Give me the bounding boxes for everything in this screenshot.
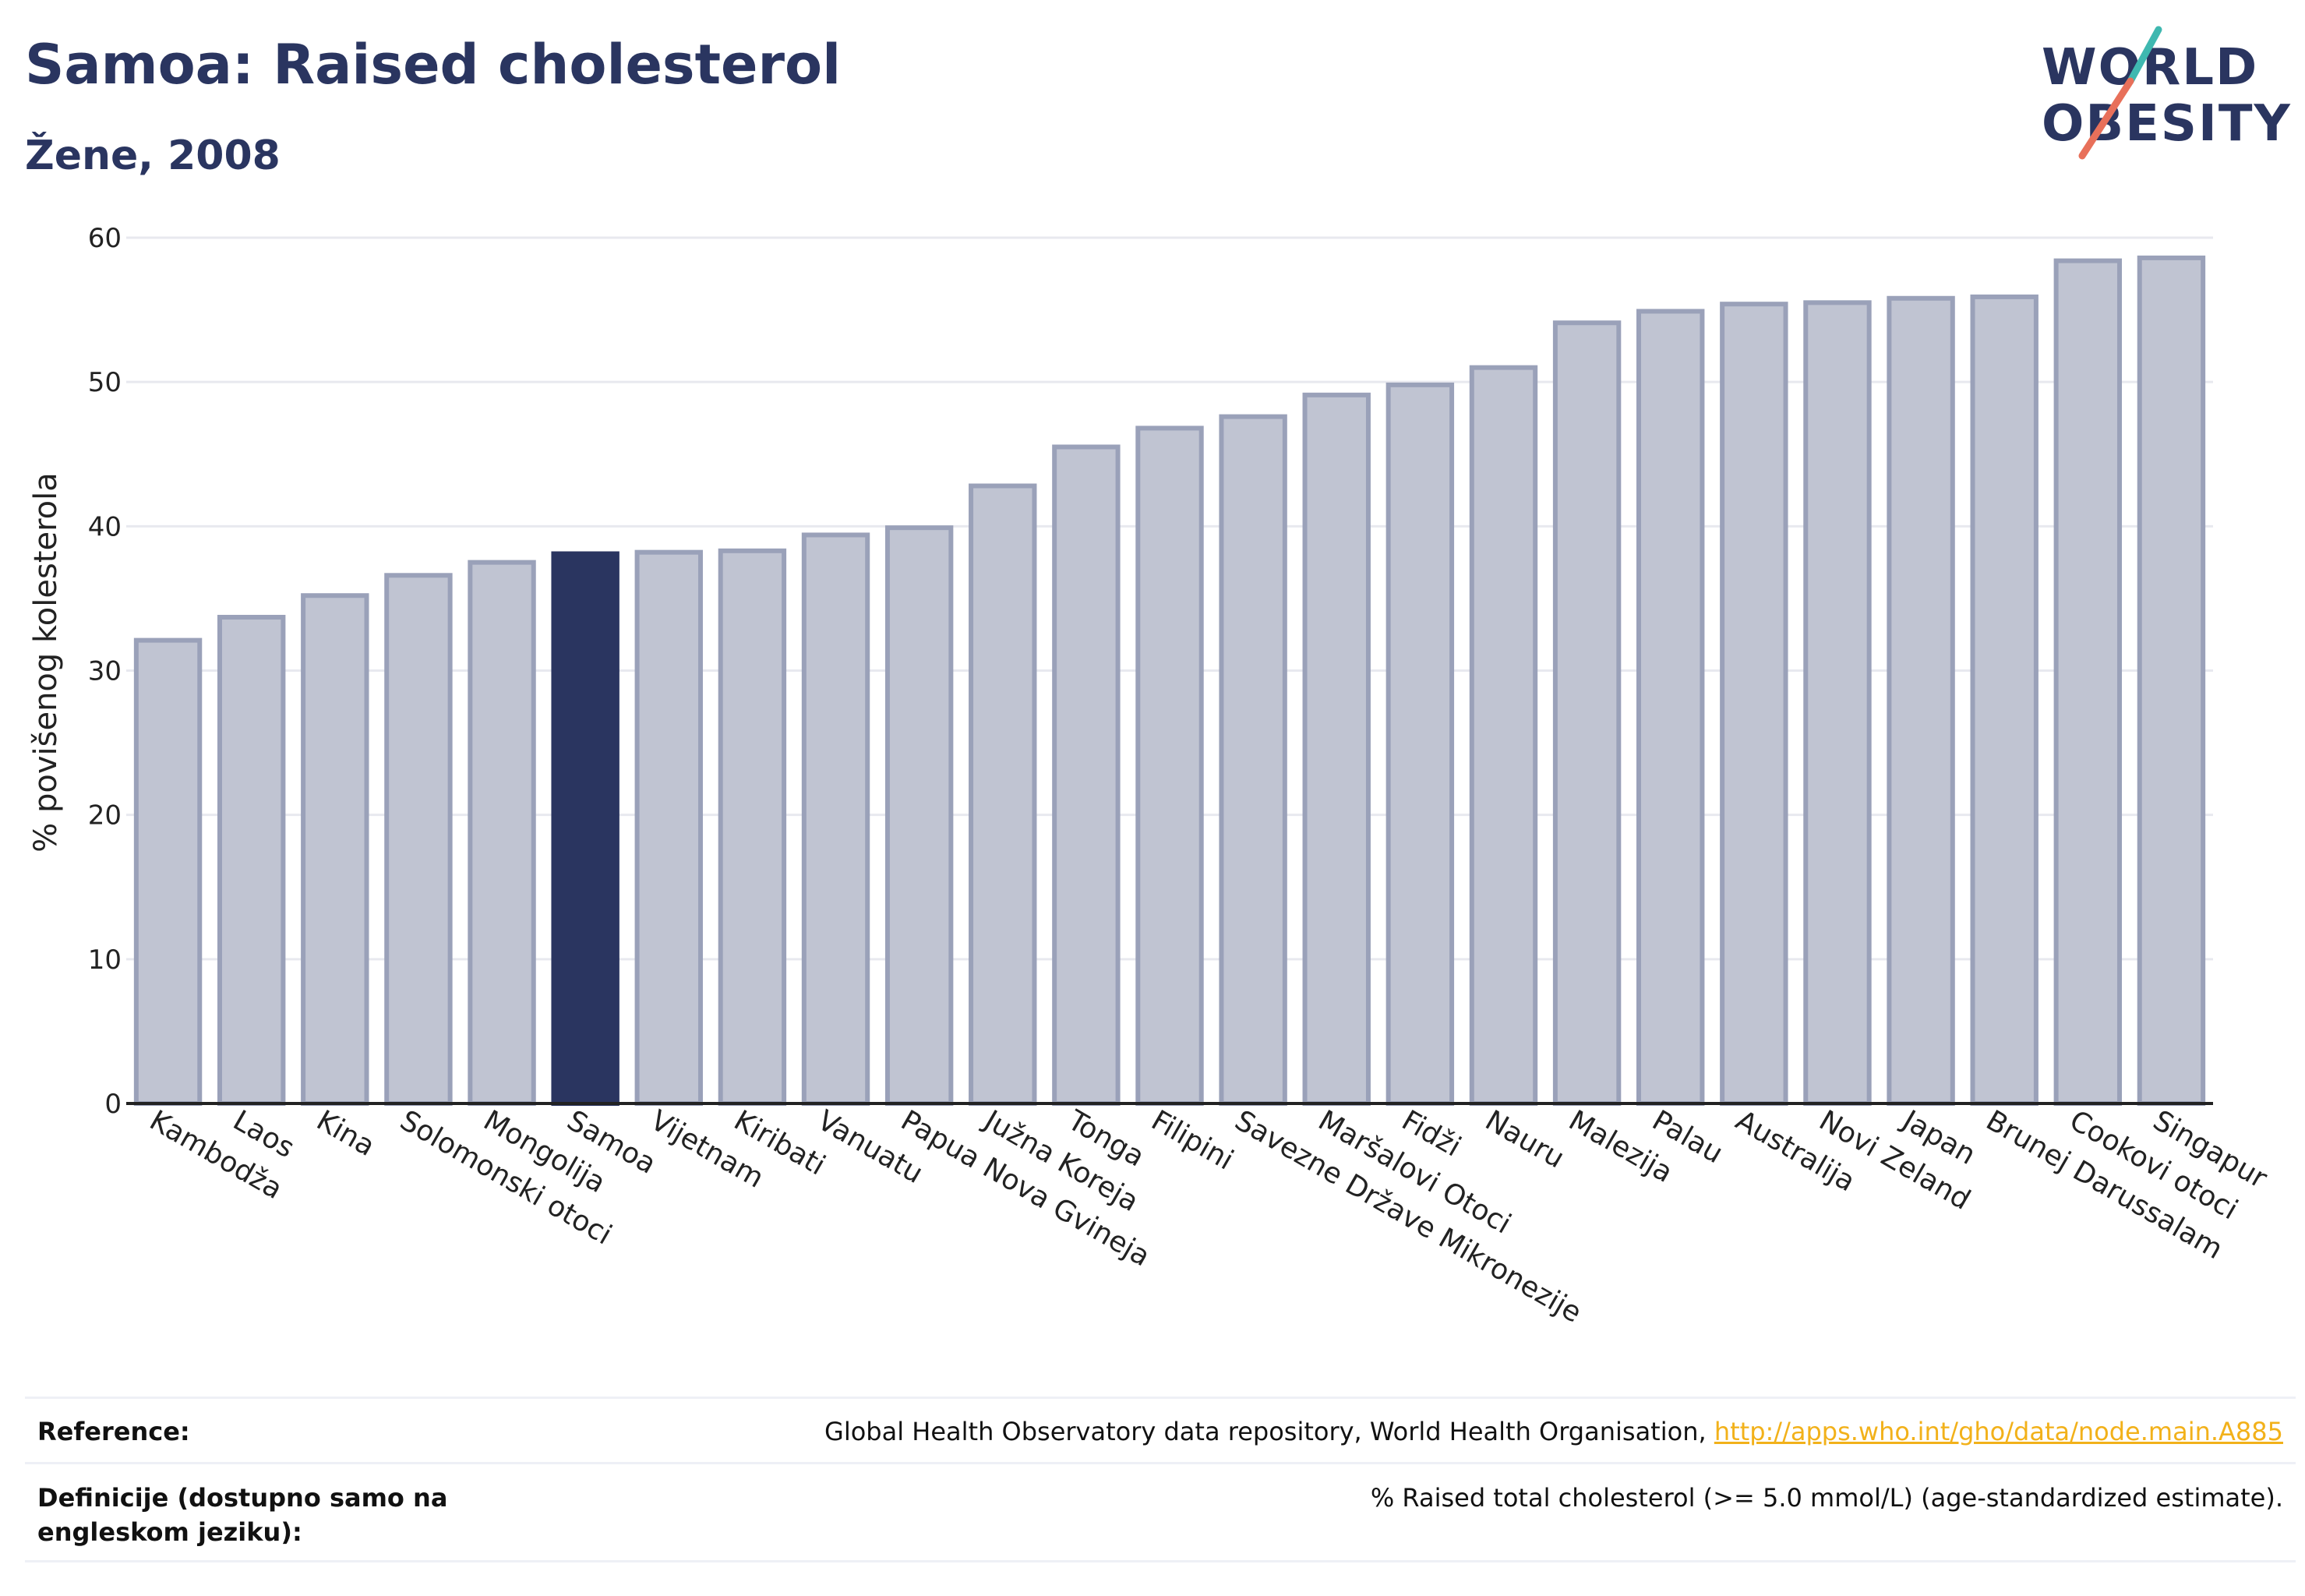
y-tick-label: 60 (88, 223, 122, 254)
logo-line-2: OBESITY (2042, 95, 2292, 153)
bar (1636, 309, 1705, 1106)
y-tick-label: 0 (104, 1089, 122, 1120)
footer-divider-middle (25, 1462, 2296, 1464)
bar (969, 483, 1037, 1106)
reference-label: Reference: (37, 1417, 190, 1446)
x-tick-label: Nauru (1480, 1104, 1569, 1174)
bar (801, 532, 870, 1106)
bar (1052, 444, 1121, 1106)
bar (1803, 300, 1872, 1107)
bar (217, 614, 286, 1106)
y-tick-label: 40 (88, 511, 122, 542)
bar (384, 573, 453, 1106)
bar (1385, 382, 1455, 1106)
bar (468, 560, 536, 1106)
world-obesity-logo: WORLD OBESITY (2042, 23, 2291, 164)
bar (1469, 365, 1538, 1106)
footer-divider-top (25, 1396, 2296, 1399)
bar (1552, 320, 1622, 1106)
bar (634, 549, 703, 1106)
bar (1720, 302, 1788, 1107)
bar (884, 525, 954, 1106)
reference-value: Global Health Observatory data repositor… (824, 1414, 2283, 1449)
bar (718, 548, 787, 1106)
bar (2053, 258, 2123, 1106)
bar (1135, 425, 1204, 1106)
x-tick-label: Kina (311, 1104, 379, 1163)
reference-text: Global Health Observatory data repositor… (824, 1417, 1714, 1446)
y-tick-label: 30 (88, 656, 122, 687)
y-tick-label: 50 (88, 367, 122, 398)
bar (301, 593, 369, 1106)
y-tick-label: 10 (88, 945, 122, 976)
chart-title: Samoa: Raised cholesterol (25, 33, 842, 97)
reference-link[interactable]: http://apps.who.int/gho/data/node.main.A… (1714, 1417, 2283, 1446)
footer-divider-bottom (25, 1560, 2296, 1562)
bars (133, 255, 2206, 1107)
logo-slash-icon (2078, 26, 2162, 160)
chart-subtitle: Žene, 2008 (25, 132, 281, 179)
y-tick-labels: 0 10 20 30 40 50 60 (88, 223, 122, 1120)
bar (2137, 255, 2206, 1106)
bar (1970, 294, 2038, 1106)
definition-label: Definicije (dostupno samo na engleskom j… (37, 1483, 448, 1547)
bar (1219, 414, 1287, 1106)
bar (133, 637, 203, 1106)
bar (1302, 392, 1371, 1106)
bar-highlighted (551, 551, 619, 1106)
definition-value: % Raised total cholesterol (>= 5.0 mmol/… (1370, 1483, 2283, 1513)
x-tick-label: Filipini (1146, 1104, 1239, 1176)
y-axis-label: % povišenog kolesterola (28, 472, 64, 852)
y-tick-label: 20 (88, 800, 122, 832)
bar (1887, 295, 1955, 1106)
